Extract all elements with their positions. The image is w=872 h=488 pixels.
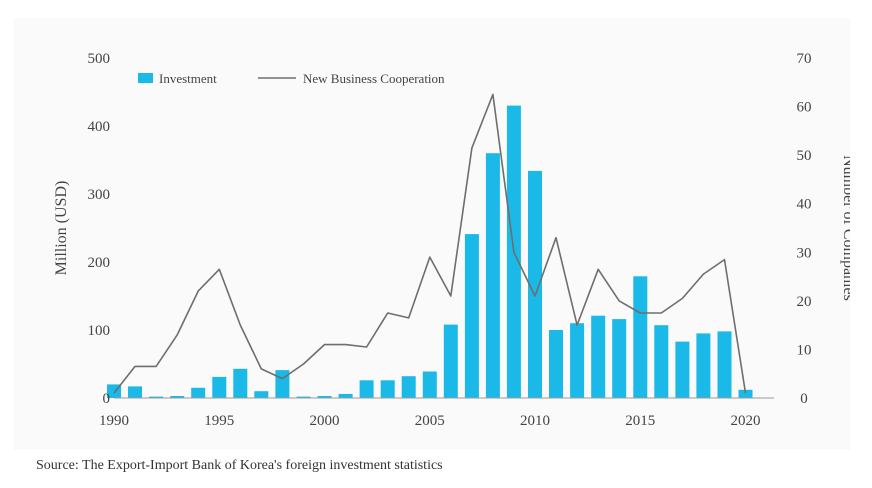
line-layer xyxy=(113,93,747,394)
y2-tick-label: 0 xyxy=(800,391,808,407)
bar-investment-2006 xyxy=(443,324,458,398)
legend-swatch-investment xyxy=(138,73,153,83)
y-tick-label: 300 xyxy=(88,187,111,203)
y2-tick-label: 50 xyxy=(797,148,812,164)
x-tick-label: 1990 xyxy=(99,413,129,429)
line-new-business-cooperation xyxy=(113,93,747,394)
y-tick-label: 400 xyxy=(88,119,111,135)
bar-investment-2020 xyxy=(738,389,753,398)
bar-investment-2007 xyxy=(464,234,479,398)
bar-investment-2013 xyxy=(591,315,606,398)
x-axis-ticks: 1990 1995 2000 2005 2010 2015 2020 xyxy=(99,413,761,429)
y-axis-ticks: 0 100 200 300 400 500 xyxy=(88,51,111,407)
bar-investment-2004 xyxy=(401,376,416,398)
bar-investment-2012 xyxy=(570,323,585,398)
bar-investment-2002 xyxy=(359,380,374,398)
bar-investment-2003 xyxy=(380,380,395,398)
y-tick-label: 500 xyxy=(88,51,111,67)
y-axis-title: Million (USD) xyxy=(53,181,70,276)
bar-investment-1991 xyxy=(128,386,142,398)
bar-investment-2011 xyxy=(549,330,563,398)
bar-investment-2001 xyxy=(338,393,353,398)
bar-investment-1993 xyxy=(170,396,185,398)
bar-investment-1997 xyxy=(254,391,269,398)
y2-tick-label: 70 xyxy=(797,51,812,67)
legend: Investment New Business Cooperation xyxy=(138,71,445,86)
y-tick-label: 100 xyxy=(88,323,111,339)
y2-tick-label: 30 xyxy=(797,245,812,261)
bar-investment-2019 xyxy=(717,331,732,398)
y2-axis-title: Number of Companies xyxy=(840,155,850,301)
y2-axis-ticks: 0 10 20 30 40 50 60 70 xyxy=(797,51,812,407)
y2-tick-label: 10 xyxy=(797,342,812,358)
y2-tick-label: 20 xyxy=(797,294,812,310)
bar-investment-2000 xyxy=(317,396,332,398)
x-tick-label: 2010 xyxy=(520,413,550,429)
bar-investment-2017 xyxy=(675,341,690,398)
x-tick-label: 2005 xyxy=(415,413,445,429)
source-note: Source: The Export-Import Bank of Korea'… xyxy=(36,458,443,473)
chart-panel: 0 100 200 300 400 500 0 10 20 30 40 50 60 70 1990 199… xyxy=(14,18,850,450)
bar-investment-2014 xyxy=(612,319,627,398)
legend-label-new-business-cooperation: New Business Cooperation xyxy=(303,71,445,86)
bar-investment-1999 xyxy=(296,396,311,398)
bar-investment-1996 xyxy=(233,368,248,398)
bar-investment-2010 xyxy=(528,170,542,398)
bar-investment-1992 xyxy=(149,396,164,398)
bar-investment-2005 xyxy=(422,371,437,398)
bar-investment-2015 xyxy=(633,276,648,398)
bar-investment-2018 xyxy=(696,333,711,398)
bars-layer xyxy=(107,105,753,398)
x-tick-label: 2020 xyxy=(731,413,761,429)
y2-tick-label: 40 xyxy=(797,197,812,213)
x-tick-label: 2000 xyxy=(310,413,340,429)
x-tick-label: 1995 xyxy=(204,413,234,429)
y-tick-label: 200 xyxy=(88,255,111,271)
y-tick-label: 0 xyxy=(103,391,111,407)
bar-investment-2016 xyxy=(654,325,669,398)
y2-tick-label: 60 xyxy=(797,100,812,116)
bar-investment-1995 xyxy=(212,376,227,398)
legend-label-investment: Investment xyxy=(159,71,217,86)
bar-investment-1994 xyxy=(191,387,206,398)
bar-investment-2008 xyxy=(485,153,500,398)
x-tick-label: 2015 xyxy=(625,413,655,429)
